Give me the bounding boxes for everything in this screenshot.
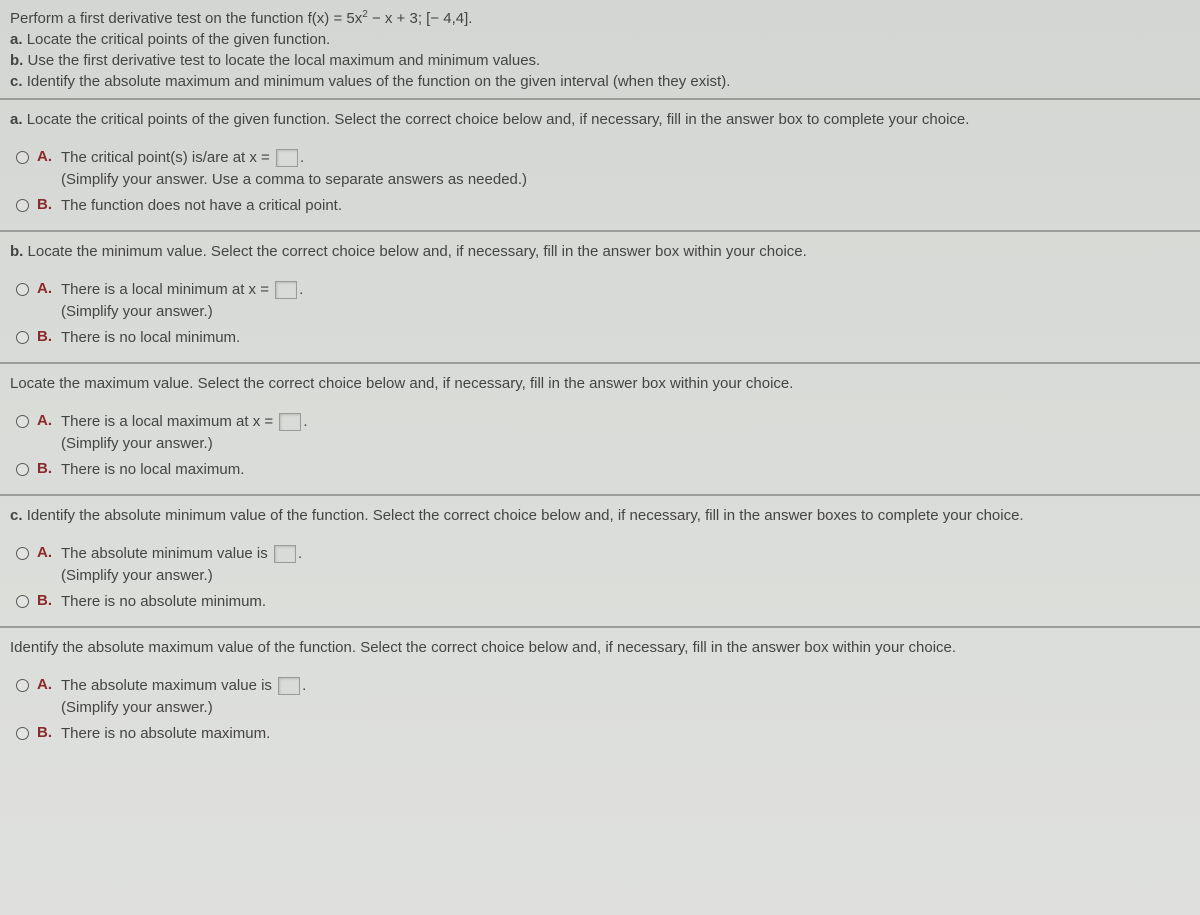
part-c-min-option-b[interactable]: B. There is no absolute minimum.	[16, 592, 1190, 612]
part-c-prefix: c.	[10, 507, 23, 524]
part-b-min-prompt: b. Locate the minimum value. Select the …	[10, 242, 1190, 262]
part-c-min-optA-main: The absolute minimum value is	[61, 545, 268, 562]
part-c-min-optA-sub: (Simplify your answer.)	[61, 566, 302, 586]
part-c-max-option-b[interactable]: B. There is no absolute maximum.	[16, 724, 1190, 744]
part-b-min-option-a[interactable]: A. There is a local minimum at x = . (Si…	[16, 280, 1190, 322]
part-b-min-optA-sub: (Simplify your answer.)	[61, 302, 303, 322]
radio-icon[interactable]	[16, 151, 29, 164]
part-a-optA-post: .	[300, 149, 304, 166]
part-b-max-section: Locate the maximum value. Select the cor…	[0, 364, 1200, 496]
radio-icon[interactable]	[16, 727, 29, 740]
answer-input[interactable]	[279, 413, 301, 431]
part-a-option-a[interactable]: A. The critical point(s) is/are at x = .…	[16, 148, 1190, 190]
part-c-max-optA-main: The absolute maximum value is	[61, 677, 272, 694]
intro-a-text: Locate the critical points of the given …	[27, 31, 331, 48]
part-b-max-prompt: Locate the maximum value. Select the cor…	[10, 374, 1190, 394]
part-b-min-optA-post: .	[299, 281, 303, 298]
radio-icon[interactable]	[16, 415, 29, 428]
answer-input[interactable]	[275, 281, 297, 299]
option-letter-b: B.	[37, 196, 55, 213]
part-c-min-prompt-text: Identify the absolute minimum value of t…	[27, 507, 1024, 524]
option-letter-b: B.	[37, 592, 55, 609]
radio-icon[interactable]	[16, 463, 29, 476]
part-a-section: a. Locate the critical points of the giv…	[0, 100, 1200, 232]
answer-input[interactable]	[274, 545, 296, 563]
radio-icon[interactable]	[16, 199, 29, 212]
part-a-prefix: a.	[10, 111, 23, 128]
intro-c-letter: c.	[10, 73, 23, 90]
radio-icon[interactable]	[16, 547, 29, 560]
part-a-optA-sub: (Simplify your answer. Use a comma to se…	[61, 170, 527, 190]
intro-a-letter: a.	[10, 31, 23, 48]
part-c-min-optB-main: There is no absolute minimum.	[61, 592, 266, 612]
part-c-max-prompt: Identify the absolute maximum value of t…	[10, 638, 1190, 658]
part-c-min-option-a[interactable]: A. The absolute minimum value is . (Simp…	[16, 544, 1190, 586]
part-a-optA-body: The critical point(s) is/are at x = .	[61, 148, 527, 168]
part-b-min-section: b. Locate the minimum value. Select the …	[0, 232, 1200, 364]
part-a-prompt-text: Locate the critical points of the given …	[27, 111, 970, 128]
part-c-min-optA-post: .	[298, 545, 302, 562]
part-b-min-optB-main: There is no local minimum.	[61, 328, 240, 348]
option-letter-b: B.	[37, 724, 55, 741]
part-c-max-optA-sub: (Simplify your answer.)	[61, 698, 306, 718]
option-letter-a: A.	[37, 148, 55, 165]
radio-icon[interactable]	[16, 283, 29, 296]
radio-icon[interactable]	[16, 595, 29, 608]
radio-icon[interactable]	[16, 331, 29, 344]
part-a-optA-main: The critical point(s) is/are at x =	[61, 149, 270, 166]
part-a-prompt: a. Locate the critical points of the giv…	[10, 110, 1190, 130]
part-b-max-optA-post: .	[303, 413, 307, 430]
intro-b-text: Use the first derivative test to locate …	[28, 52, 541, 69]
part-c-min-section: c. Identify the absolute minimum value o…	[0, 496, 1200, 628]
option-letter-a: A.	[37, 280, 55, 297]
part-c-min-optA-body: The absolute minimum value is .	[61, 544, 302, 564]
part-b-max-optB-main: There is no local maximum.	[61, 460, 244, 480]
part-a-option-b[interactable]: B. The function does not have a critical…	[16, 196, 1190, 216]
part-b-min-prompt-text: Locate the minimum value. Select the cor…	[28, 243, 807, 260]
intro-function-post: − x + 3; [− 4,4].	[368, 10, 473, 27]
intro-b-letter: b.	[10, 52, 23, 69]
intro-b: b. Use the first derivative test to loca…	[10, 50, 1190, 71]
intro-c: c. Identify the absolute maximum and min…	[10, 71, 1190, 92]
radio-icon[interactable]	[16, 679, 29, 692]
intro-c-text: Identify the absolute maximum and minimu…	[27, 73, 731, 90]
part-c-max-optA-body: The absolute maximum value is .	[61, 676, 306, 696]
part-b-min-optA-body: There is a local minimum at x = .	[61, 280, 303, 300]
part-b-max-optA-body: There is a local maximum at x = .	[61, 412, 308, 432]
option-letter-b: B.	[37, 328, 55, 345]
part-c-max-optA-post: .	[302, 677, 306, 694]
option-letter-a: A.	[37, 412, 55, 429]
intro-a: a. Locate the critical points of the giv…	[10, 29, 1190, 50]
part-b-prefix: b.	[10, 243, 23, 260]
part-c-min-prompt: c. Identify the absolute minimum value o…	[10, 506, 1190, 526]
part-c-max-optB-main: There is no absolute maximum.	[61, 724, 270, 744]
part-a-optB-main: The function does not have a critical po…	[61, 196, 342, 216]
part-b-min-option-b[interactable]: B. There is no local minimum.	[16, 328, 1190, 348]
intro-block: Perform a first derivative test on the f…	[0, 0, 1200, 100]
intro-function-pre: Perform a first derivative test on the f…	[10, 10, 362, 27]
part-b-max-option-a[interactable]: A. There is a local maximum at x = . (Si…	[16, 412, 1190, 454]
part-b-max-optA-main: There is a local maximum at x =	[61, 413, 273, 430]
answer-input[interactable]	[278, 677, 300, 695]
part-b-max-optA-sub: (Simplify your answer.)	[61, 434, 308, 454]
answer-input[interactable]	[276, 149, 298, 167]
part-c-max-option-a[interactable]: A. The absolute maximum value is . (Simp…	[16, 676, 1190, 718]
part-b-max-option-b[interactable]: B. There is no local maximum.	[16, 460, 1190, 480]
option-letter-b: B.	[37, 460, 55, 477]
part-c-max-section: Identify the absolute maximum value of t…	[0, 628, 1200, 758]
part-b-min-optA-main: There is a local minimum at x =	[61, 281, 269, 298]
intro-function: Perform a first derivative test on the f…	[10, 4, 1190, 29]
option-letter-a: A.	[37, 544, 55, 561]
option-letter-a: A.	[37, 676, 55, 693]
